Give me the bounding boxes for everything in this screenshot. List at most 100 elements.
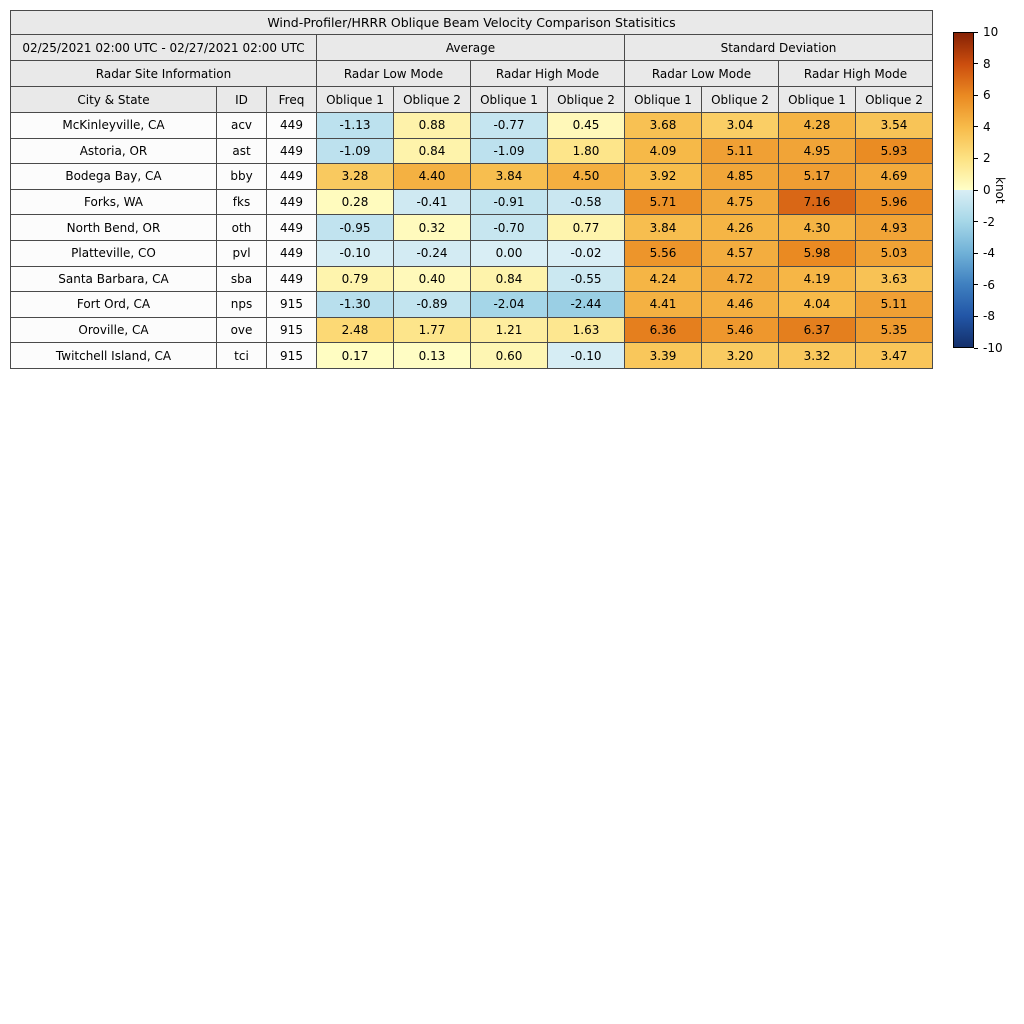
- col-oblique-1: Oblique 1: [470, 86, 548, 113]
- table-row: McKinleyville, CA acv 449 -1.13 0.88 -0.77 0.4…: [10, 112, 933, 139]
- colorbar-tick-label: 6: [983, 88, 991, 103]
- value-cell: -0.89: [393, 291, 471, 318]
- std-low-mode-header: Radar Low Mode: [624, 60, 779, 87]
- colorbar-tick-label: 8: [983, 56, 991, 71]
- page-title: Wind-Profiler/HRRR Oblique Beam Velocity…: [10, 10, 933, 35]
- value-cell: -1.09: [316, 137, 394, 165]
- freq-cell: 915: [266, 342, 317, 369]
- city-cell: Santa Barbara, CA: [10, 265, 217, 293]
- city-cell: Forks, WA: [10, 188, 217, 216]
- avg-low-mode-header: Radar Low Mode: [316, 60, 471, 87]
- freq-cell: 449: [266, 265, 317, 293]
- colorbar-tick-label: 4: [983, 119, 991, 134]
- value-cell: 4.19: [778, 265, 856, 293]
- value-cell: 5.98: [778, 239, 856, 267]
- colorbar-tick: [974, 94, 978, 96]
- site-id-cell: acv: [216, 112, 267, 139]
- table-row: Fort Ord, CA nps 915 -1.30 -0.89 -2.04 -2.44 4.…: [10, 291, 933, 318]
- avg-high-mode-header: Radar High Mode: [470, 60, 625, 87]
- value-cell: 1.80: [547, 137, 625, 165]
- value-cell: 5.93: [855, 137, 933, 165]
- colorbar-tick-label: 0: [983, 183, 991, 197]
- city-cell: Astoria, OR: [10, 137, 217, 165]
- col-id: ID: [216, 86, 267, 113]
- value-cell: 5.35: [855, 316, 933, 344]
- date-range: 02/25/2021 02:00 UTC - 02/27/2021 02:00 …: [10, 34, 317, 61]
- value-cell: 2.48: [316, 316, 394, 344]
- colorbar-tick: [974, 315, 978, 317]
- city-cell: Oroville, CA: [10, 316, 217, 344]
- colorbar-tick: [974, 284, 978, 286]
- city-cell: Twitchell Island, CA: [10, 342, 217, 369]
- value-cell: 5.46: [701, 316, 779, 344]
- freq-cell: 449: [266, 112, 317, 139]
- value-cell: -0.10: [316, 239, 394, 267]
- col-oblique-1: Oblique 1: [624, 86, 702, 113]
- value-cell: 4.95: [778, 137, 856, 165]
- value-cell: -1.13: [316, 112, 394, 139]
- value-cell: 6.36: [624, 316, 702, 344]
- title-row: Wind-Profiler/HRRR Oblique Beam Velocity…: [10, 10, 933, 35]
- value-cell: 0.60: [470, 342, 548, 369]
- value-cell: 4.30: [778, 214, 856, 241]
- value-cell: 1.77: [393, 316, 471, 344]
- value-cell: 4.09: [624, 137, 702, 165]
- freq-cell: 449: [266, 137, 317, 165]
- freq-cell: 915: [266, 316, 317, 344]
- col-oblique-1: Oblique 1: [778, 86, 856, 113]
- site-id-cell: ast: [216, 137, 267, 165]
- colorbar-tick: [974, 157, 978, 159]
- colorbar-tick: [974, 347, 978, 349]
- value-cell: 4.57: [701, 239, 779, 267]
- value-cell: -0.58: [547, 188, 625, 216]
- value-cell: 3.84: [624, 214, 702, 241]
- value-cell: 5.17: [778, 163, 856, 190]
- site-id-cell: pvl: [216, 239, 267, 267]
- value-cell: 3.92: [624, 163, 702, 190]
- value-cell: 0.00: [470, 239, 548, 267]
- value-cell: -2.44: [547, 291, 625, 318]
- site-id-cell: nps: [216, 291, 267, 318]
- value-cell: 4.40: [393, 163, 471, 190]
- colorbar-axis-label: knot: [993, 176, 1007, 204]
- value-cell: 0.17: [316, 342, 394, 369]
- value-cell: 4.50: [547, 163, 625, 190]
- table-row: Forks, WA fks 449 0.28 -0.41 -0.91 -0.58 5.71 4.…: [10, 188, 933, 216]
- value-cell: 4.26: [701, 214, 779, 241]
- colorbar-tick: [974, 126, 978, 128]
- city-cell: North Bend, OR: [10, 214, 217, 241]
- city-cell: Bodega Bay, CA: [10, 163, 217, 190]
- value-cell: -0.95: [316, 214, 394, 241]
- site-id-cell: tci: [216, 342, 267, 369]
- value-cell: 1.21: [470, 316, 548, 344]
- site-id-cell: fks: [216, 188, 267, 216]
- value-cell: 3.84: [470, 163, 548, 190]
- col-freq: Freq: [266, 86, 317, 113]
- value-cell: 4.85: [701, 163, 779, 190]
- table-body: McKinleyville, CA acv 449 -1.13 0.88 -0.77 0.4…: [10, 112, 933, 369]
- value-cell: 3.28: [316, 163, 394, 190]
- value-cell: 5.11: [855, 291, 933, 318]
- value-cell: 5.71: [624, 188, 702, 216]
- freq-cell: 449: [266, 214, 317, 241]
- table-row: Twitchell Island, CA tci 915 0.17 0.13 0.60 -0…: [10, 342, 933, 369]
- value-cell: 4.04: [778, 291, 856, 318]
- value-cell: -2.04: [470, 291, 548, 318]
- table-row: Bodega Bay, CA bby 449 3.28 4.40 3.84 4.50 3.92…: [10, 163, 933, 190]
- value-cell: 3.04: [701, 112, 779, 139]
- value-cell: 0.84: [470, 265, 548, 293]
- value-cell: 5.03: [855, 239, 933, 267]
- value-cell: 1.63: [547, 316, 625, 344]
- value-cell: 4.72: [701, 265, 779, 293]
- colorbar-tick-label: 2: [983, 151, 991, 166]
- value-cell: -1.30: [316, 291, 394, 318]
- mode-header-row: Radar Site Information Radar Low Mode Ra…: [10, 60, 933, 87]
- col-city-state: City & State: [10, 86, 217, 113]
- colorbar-tick: [974, 189, 978, 191]
- col-oblique-2: Oblique 2: [547, 86, 625, 113]
- value-cell: 7.16: [778, 188, 856, 216]
- site-id-cell: ove: [216, 316, 267, 344]
- site-id-cell: sba: [216, 265, 267, 293]
- site-id-cell: oth: [216, 214, 267, 241]
